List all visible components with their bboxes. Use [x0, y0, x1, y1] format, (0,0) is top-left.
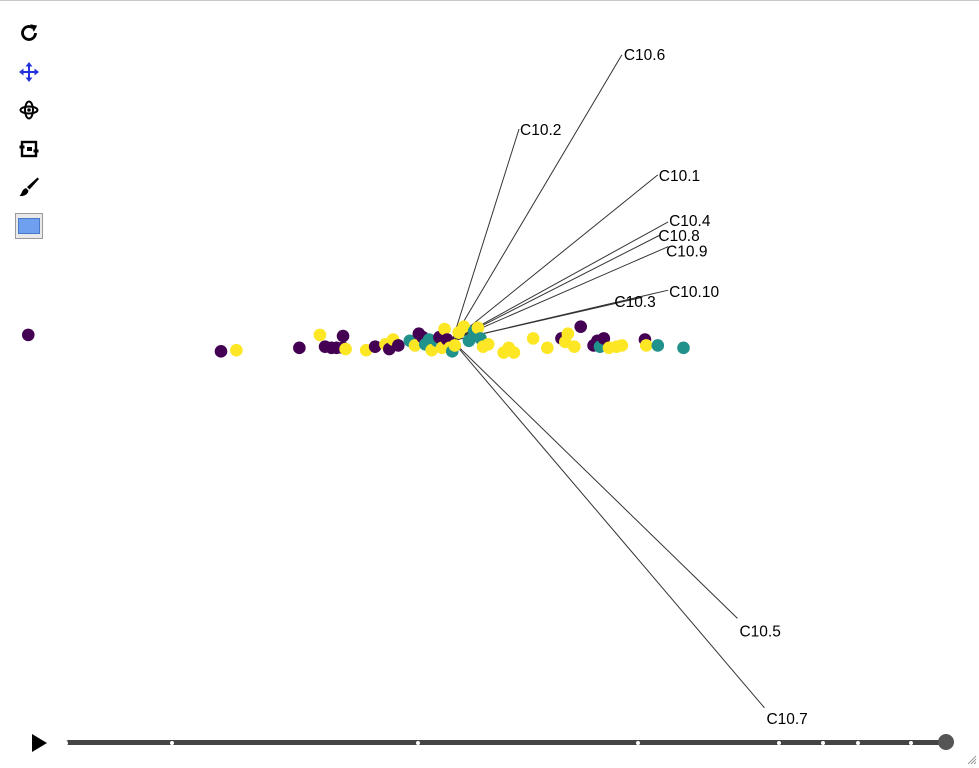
timeline-frame-marker[interactable] — [820, 740, 825, 745]
data-point — [597, 332, 611, 345]
data-point — [471, 321, 485, 335]
data-point — [567, 340, 581, 353]
data-point — [448, 339, 462, 352]
vector-label-c10-7: C10.7 — [766, 711, 807, 728]
timeline-frame-marker[interactable] — [416, 740, 420, 745]
vector-label-c10-3: C10.3 — [614, 294, 655, 311]
timeline-frame-marker[interactable] — [64, 740, 68, 745]
vector-line-c10-7 — [451, 340, 765, 709]
vector-line-c10-6 — [451, 54, 623, 342]
zoom-box-icon — [19, 140, 39, 157]
vector-label-c10-2: C10.2 — [520, 122, 561, 139]
data-point — [391, 339, 405, 352]
data-point — [561, 327, 575, 341]
vector-label-c10-8: C10.8 — [658, 228, 699, 245]
data-point — [574, 320, 588, 333]
pan-tool-button[interactable] — [13, 56, 45, 88]
data-point — [457, 320, 471, 333]
data-point — [438, 322, 451, 336]
loading-vectors — [451, 54, 765, 709]
data-point — [541, 341, 554, 355]
timeline-frame-marker[interactable] — [856, 740, 860, 745]
color-picker-button[interactable] — [13, 210, 45, 242]
data-points — [21, 320, 690, 359]
animation-player — [0, 723, 979, 763]
color-swatch-icon — [15, 212, 43, 239]
vector-label-c10-6: C10.6 — [624, 47, 665, 64]
pan-icon — [19, 61, 39, 82]
reset-view-button[interactable] — [13, 17, 45, 49]
vector-label-c10-9: C10.9 — [666, 244, 707, 261]
rotate-tool-button[interactable] — [13, 94, 45, 126]
timeline-frame-marker[interactable] — [636, 740, 640, 745]
color-swatch-fill — [18, 217, 40, 234]
vector-line-c10-2 — [451, 128, 520, 341]
data-point — [336, 329, 350, 343]
data-point — [293, 341, 306, 355]
data-point — [615, 339, 629, 352]
data-point — [230, 343, 243, 357]
vector-line-c10-4 — [452, 221, 669, 342]
timeline-frame-marker[interactable] — [169, 740, 174, 745]
vector-line-c10-5 — [451, 340, 738, 619]
data-point — [368, 340, 382, 353]
data-point — [481, 337, 495, 351]
data-point — [677, 341, 690, 355]
data-point — [507, 346, 521, 359]
resize-grip-icon[interactable] — [967, 755, 977, 765]
data-point — [425, 343, 438, 357]
timeline-frame-marker[interactable] — [776, 740, 781, 745]
brush-icon — [19, 177, 39, 197]
timeline-slider[interactable] — [64, 734, 954, 750]
data-point — [313, 328, 327, 342]
reset-view-icon — [21, 24, 38, 41]
vector-label-c10-1: C10.1 — [659, 168, 700, 185]
tool-palette — [13, 17, 45, 249]
data-point — [408, 339, 422, 352]
data-point — [639, 339, 653, 352]
data-point — [214, 345, 228, 358]
vector-label-c10-5: C10.5 — [739, 623, 780, 640]
timeline-frame-marker[interactable] — [908, 740, 913, 745]
play-icon — [32, 734, 47, 752]
data-point — [21, 328, 35, 342]
data-point — [462, 334, 476, 348]
data-point — [339, 342, 352, 356]
data-point — [651, 339, 665, 352]
vector-label-c10-10: C10.10 — [669, 284, 719, 301]
vector-line-c10-9 — [452, 246, 669, 342]
zoom-box-tool-button[interactable] — [13, 133, 45, 165]
vector-line-c10-1 — [451, 174, 659, 342]
vector-line-c10-8 — [452, 234, 661, 342]
rotate-icon — [19, 100, 39, 120]
play-button[interactable] — [29, 733, 49, 753]
brush-tool-button[interactable] — [13, 171, 45, 203]
vector-label-c10-4: C10.4 — [669, 213, 711, 230]
timeline-knob[interactable] — [938, 734, 954, 750]
data-point — [526, 332, 540, 345]
